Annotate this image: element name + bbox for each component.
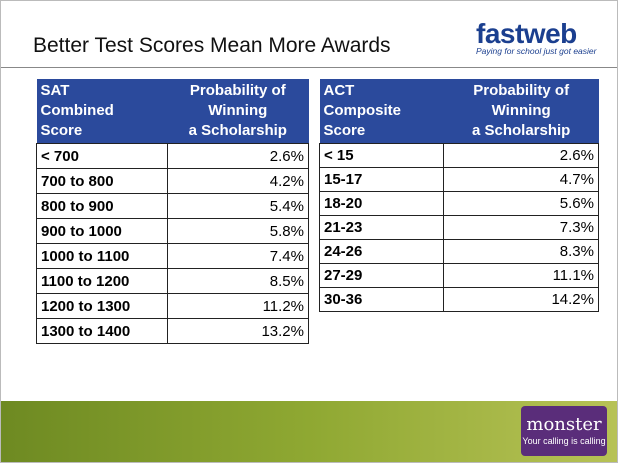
table-row: < 15 2.6% (318, 143, 599, 168)
header-row: SAT Combined Score Probability of Winning a S… (36, 79, 309, 144)
probability-cell: 8.3% (443, 239, 599, 264)
column-header: SAT Combined Score (36, 79, 168, 144)
table-row: 30-36 14.2% (318, 287, 599, 312)
header-line: Combined (40, 102, 114, 119)
probability-cell: 5.6% (443, 191, 599, 216)
score-cell: 1300 to 1400 (36, 318, 168, 344)
probability-cell: 4.7% (443, 167, 599, 192)
score-cell: < 15 (318, 143, 445, 168)
header-line: a Scholarship (471, 122, 571, 139)
score-cell: 18-20 (318, 191, 445, 216)
logo-word: fastweb (476, 18, 577, 49)
header-line: a Scholarship (188, 122, 287, 139)
act-table: ACT Composite Score Probability of Winning a … (318, 79, 599, 312)
monster-logo: monster Your calling is calling (521, 406, 607, 456)
monster-word: monster (526, 414, 602, 435)
probability-cell: 2.6% (443, 143, 599, 168)
column-header: Probability of Winning a Scholarship (167, 79, 309, 144)
score-cell: 30-36 (318, 287, 445, 312)
logo-tagline: Paying for school just got easier (476, 46, 597, 56)
probability-cell: 11.1% (443, 263, 599, 288)
sat-table: SAT Combined Score Probability of Winning a S… (36, 79, 310, 344)
score-cell: 21-23 (318, 215, 445, 240)
header-line: Winning (491, 102, 551, 119)
probability-cell: 14.2% (443, 287, 599, 312)
score-cell: 800 to 900 (36, 193, 168, 219)
table-row: 1300 to 1400 13.2% (36, 318, 310, 344)
probability-cell: 5.8% (166, 218, 310, 244)
score-cell: 1200 to 1300 (36, 293, 168, 319)
table-row: 27-29 11.1% (318, 263, 599, 288)
header-line: Probability of (189, 82, 286, 99)
table-row: 24-26 8.3% (318, 239, 599, 264)
probability-cell: 5.4% (166, 193, 310, 219)
score-cell: 15-17 (318, 167, 445, 192)
score-cell: 1100 to 1200 (36, 268, 168, 294)
score-cell: 24-26 (318, 239, 445, 264)
monster-tagline: Your calling is calling (522, 436, 606, 446)
probability-cell: 7.3% (443, 215, 599, 240)
header-line: Winning (208, 102, 268, 119)
header-row: ACT Composite Score Probability of Winning a … (319, 79, 599, 144)
probability-cell: 8.5% (166, 268, 310, 294)
header-line: SAT (40, 82, 70, 99)
table-row: 1200 to 1300 11.2% (36, 293, 310, 319)
table-row: 21-23 7.3% (318, 215, 599, 240)
fastweb-logo: fastweb Paying for school just got easie… (476, 18, 606, 66)
table-row: 700 to 800 4.2% (36, 168, 310, 194)
header-line: Composite (323, 102, 402, 119)
divider (1, 67, 617, 68)
probability-cell: 11.2% (166, 293, 310, 319)
table-row: < 700 2.6% (36, 143, 310, 169)
table-row: 15-17 4.7% (318, 167, 599, 192)
column-header: Probability of Winning a Scholarship (443, 79, 599, 144)
probability-cell: 13.2% (166, 318, 310, 344)
score-cell: < 700 (36, 143, 168, 169)
table-row: 18-20 5.6% (318, 191, 599, 216)
footer-band (1, 401, 617, 462)
header-line: ACT (323, 82, 355, 99)
column-header: ACT Composite Score (319, 79, 444, 144)
table-row: 1100 to 1200 8.5% (36, 268, 310, 294)
slide-title: Better Test Scores Mean More Awards (33, 34, 391, 57)
probability-cell: 2.6% (166, 143, 310, 169)
probability-cell: 7.4% (166, 243, 310, 269)
score-cell: 900 to 1000 (36, 218, 168, 244)
table-row: 800 to 900 5.4% (36, 193, 310, 219)
probability-cell: 4.2% (166, 168, 310, 194)
score-cell: 27-29 (318, 263, 445, 288)
header-line: Probability of (473, 82, 570, 99)
header-line: Score (323, 122, 366, 139)
header-line: Score (40, 122, 83, 139)
table-row: 1000 to 1100 7.4% (36, 243, 310, 269)
score-cell: 700 to 800 (36, 168, 168, 194)
score-cell: 1000 to 1100 (36, 243, 168, 269)
table-row: 900 to 1000 5.8% (36, 218, 310, 244)
